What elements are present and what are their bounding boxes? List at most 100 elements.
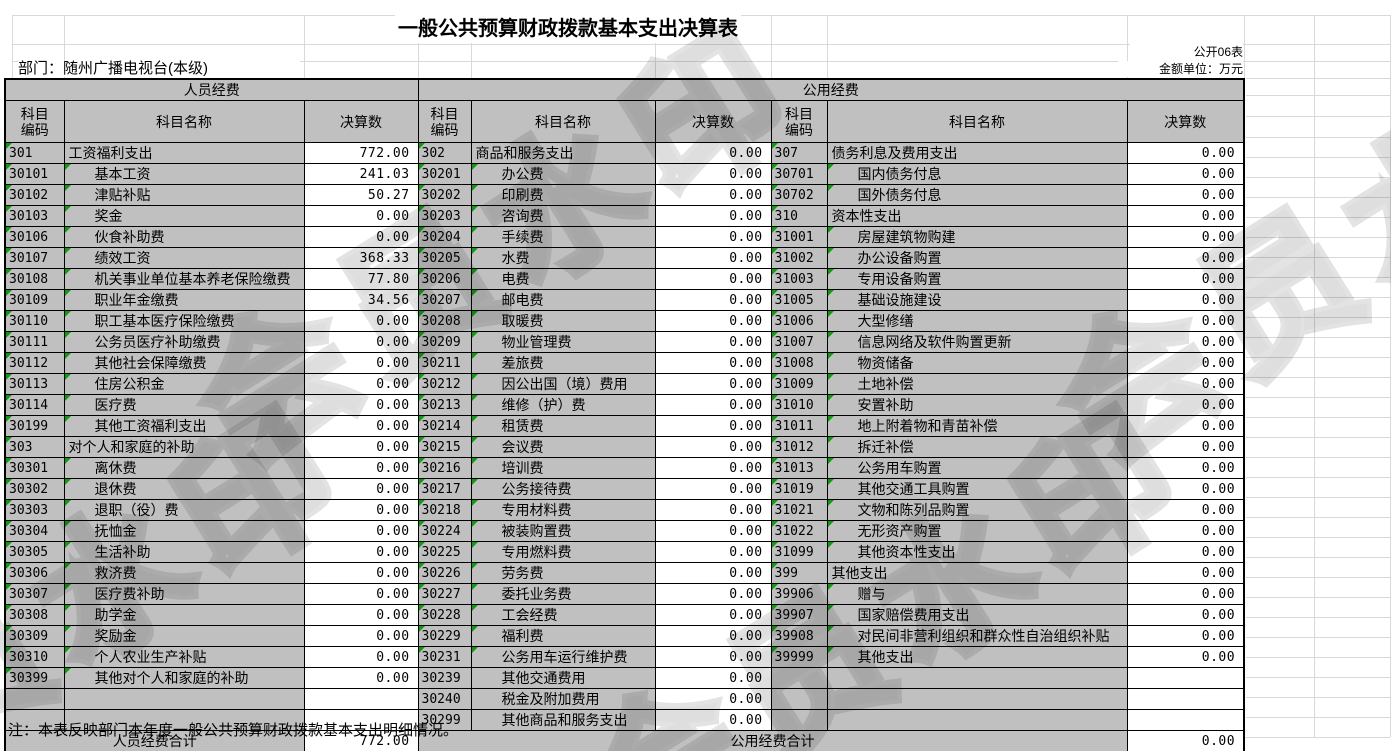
error-flag-icon <box>6 143 12 149</box>
column-header-code: 科目 编码 <box>417 100 472 143</box>
subject-code-cell: 30301 <box>4 457 65 479</box>
subject-code-cell: 30102 <box>4 184 65 206</box>
error-flag-icon <box>828 437 834 443</box>
subject-code: 30231 <box>421 649 461 665</box>
subject-name-cell: 税金及附加费用 <box>470 688 656 710</box>
subject-name-cell: 职工基本医疗保险缴费 <box>63 310 305 332</box>
subject-code-cell: 307 <box>770 142 828 164</box>
subject-name-cell: 对民间非营利组织和群众性自治组织补贴 <box>826 625 1128 647</box>
subject-name: 专用材料费 <box>501 502 572 518</box>
subject-name-cell: 医疗费 <box>63 394 305 416</box>
subject-name: 工资福利支出 <box>68 145 153 161</box>
gridline <box>1246 277 1390 278</box>
table-row: 30310 个人农业生产补贴 0.00 30231 公务用车运行维护费 0.00 39999… <box>4 646 1245 668</box>
error-flag-icon <box>828 374 834 380</box>
subject-name-cell: 其他交通工具购置 <box>826 478 1128 500</box>
subject-name: 退休费 <box>94 481 137 497</box>
amount-cell: 0.00 <box>1126 520 1245 542</box>
amount-cell: 0.00 <box>303 205 419 227</box>
subject-code: 31022 <box>774 523 814 539</box>
subject-name: 手续费 <box>501 229 544 245</box>
subject-code-cell: 31099 <box>770 541 828 563</box>
subject-name-cell: 咨询费 <box>470 205 656 227</box>
error-flag-icon <box>772 500 778 506</box>
subject-code: 30106 <box>9 229 49 245</box>
subject-code: 31099 <box>774 544 814 560</box>
subject-code-cell: 30229 <box>417 625 472 647</box>
error-flag-icon <box>828 479 834 485</box>
subject-name: 专用燃料费 <box>501 544 572 560</box>
subject-code-cell: 31010 <box>770 394 828 416</box>
subject-code-cell: 30240 <box>417 688 472 710</box>
error-flag-icon <box>65 269 71 275</box>
subject-code-cell: 31022 <box>770 520 828 542</box>
amount-cell: 0.00 <box>303 499 419 521</box>
subject-code: 30205 <box>421 250 461 266</box>
error-flag-icon <box>772 563 778 569</box>
subject-code-cell: 31011 <box>770 415 828 437</box>
gridline <box>304 15 305 78</box>
subject-code: 30208 <box>421 313 461 329</box>
subject-code: 30309 <box>9 628 49 644</box>
error-flag-icon <box>472 647 478 653</box>
error-flag-icon <box>6 311 12 317</box>
error-flag-icon <box>6 164 12 170</box>
subject-code-cell <box>770 667 828 689</box>
subject-name: 会议费 <box>501 439 544 455</box>
subject-code: 30203 <box>421 208 461 224</box>
amount-cell: 0.00 <box>303 331 419 353</box>
amount-cell: 0.00 <box>1126 499 1245 521</box>
amount-cell: 0.00 <box>1126 436 1245 458</box>
subject-code-cell: 31009 <box>770 373 828 395</box>
amount-cell: 0.00 <box>654 688 772 710</box>
column-header-code: 科目 编码 <box>770 100 828 143</box>
subject-code-cell: 30208 <box>417 310 472 332</box>
error-flag-icon <box>419 269 425 275</box>
error-flag-icon <box>772 332 778 338</box>
subject-code-cell: 39908 <box>770 625 828 647</box>
subject-code-cell: 30302 <box>4 478 65 500</box>
gridline <box>12 15 13 78</box>
error-flag-icon <box>419 353 425 359</box>
amount-cell: 0.00 <box>1126 415 1245 437</box>
subject-code-cell: 30306 <box>4 562 65 584</box>
subject-name: 拆迁补偿 <box>857 439 914 455</box>
subject-name: 其他商品和服务支出 <box>501 712 628 728</box>
gridline <box>1246 417 1390 418</box>
gridline <box>471 15 472 78</box>
subject-name: 基本工资 <box>94 166 151 182</box>
table-row: 30107 绩效工资 368.33 30205 水费 0.00 31002 办公设备购置 0.0… <box>4 247 1245 269</box>
subject-name-cell: 无形资产购置 <box>826 520 1128 542</box>
subject-code-cell: 31002 <box>770 247 828 269</box>
amount-cell <box>303 688 419 710</box>
subject-code: 39999 <box>774 649 814 665</box>
error-flag-icon <box>772 626 778 632</box>
subject-code-cell: 30215 <box>417 436 472 458</box>
error-flag-icon <box>419 437 425 443</box>
amount-cell: 0.00 <box>654 478 772 500</box>
error-flag-icon <box>419 500 425 506</box>
table-row: 30299 其他商品和服务支出 0.00 <box>4 709 1245 731</box>
subject-name: 办公设备购置 <box>857 250 942 266</box>
gridline <box>12 44 1390 45</box>
table-row: 30110 职工基本医疗保险缴费 0.00 30208 取暖费 0.00 31006 大型修缮… <box>4 310 1245 332</box>
amount-cell: 0.00 <box>654 373 772 395</box>
subject-code-cell: 399 <box>770 562 828 584</box>
error-flag-icon <box>65 353 71 359</box>
subject-name-cell: 机关事业单位基本养老保险缴费 <box>63 268 305 290</box>
subject-code: 310 <box>774 208 799 224</box>
error-flag-icon <box>772 416 778 422</box>
subject-name: 物资储备 <box>857 355 914 371</box>
subject-name-cell: 生活补助 <box>63 541 305 563</box>
subject-code: 30227 <box>421 586 461 602</box>
subject-name-cell: 印刷费 <box>470 184 656 206</box>
amount-cell: 0.00 <box>303 604 419 626</box>
subject-code: 30215 <box>421 439 461 455</box>
amount-cell: 0.00 <box>1126 562 1245 584</box>
unit-label: 金额单位：万元 <box>1118 61 1243 77</box>
subject-name: 土地补偿 <box>857 376 914 392</box>
subject-name: 国内债务付息 <box>857 166 942 182</box>
error-flag-icon <box>6 605 12 611</box>
subject-name-cell: 水费 <box>470 247 656 269</box>
subject-code-cell: 30204 <box>417 226 472 248</box>
